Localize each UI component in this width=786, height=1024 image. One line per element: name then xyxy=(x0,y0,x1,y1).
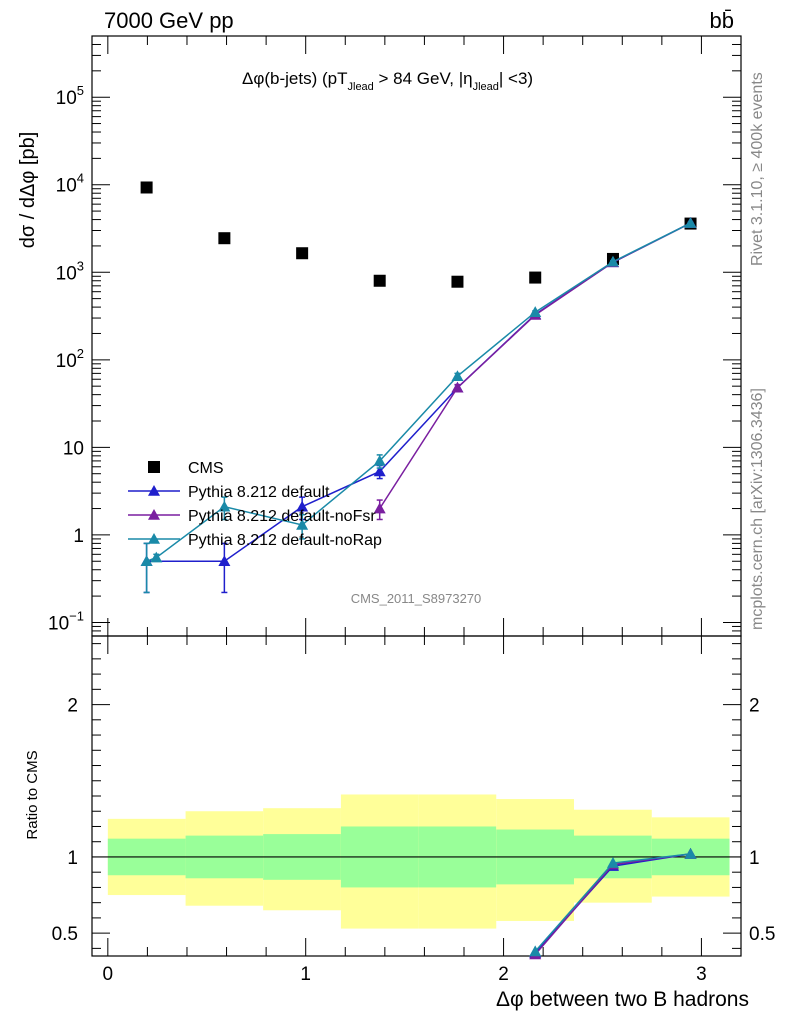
process-label: bb̄ xyxy=(710,8,734,33)
legend-label: CMS xyxy=(188,460,224,477)
series-pythia-8-212-default-nofsr xyxy=(373,217,697,521)
ratio-tick-label: 0.5 xyxy=(52,924,78,945)
ratio-tick-label-right: 0.5 xyxy=(749,924,775,945)
legend-marker xyxy=(148,533,160,544)
legend-label: Pythia 8.212 default xyxy=(188,484,330,501)
ratio-tick-label-right: 2 xyxy=(749,696,760,717)
series-point xyxy=(150,551,163,563)
cms-data-point xyxy=(296,247,309,260)
series-pythia-8-212-default-norap xyxy=(140,217,697,594)
series-point xyxy=(373,465,386,477)
mcplots-label: mcplots.cern.ch [arXiv:1306.3436] xyxy=(749,388,766,630)
title-part-c: | <3) xyxy=(499,69,533,88)
cms-data-point xyxy=(451,275,464,288)
y-tick-base: 10 xyxy=(56,176,77,197)
series-line xyxy=(379,222,691,509)
energy-label: 7000 GeV pp xyxy=(104,8,234,33)
series-point xyxy=(218,555,231,567)
y-tick-label: 104 xyxy=(56,171,84,197)
x-tick-label: 0 xyxy=(103,964,114,985)
ratio-tick-label-right: 1 xyxy=(749,848,760,869)
y-tick-label: 103 xyxy=(56,258,84,284)
y-tick-label: 10−1 xyxy=(48,608,84,634)
y-tick-label: 105 xyxy=(56,83,84,109)
series-point xyxy=(373,454,386,466)
legend-marker xyxy=(148,485,160,496)
y-tick-exponent: 2 xyxy=(77,346,84,361)
y-tick-base: 10 xyxy=(56,351,77,372)
y-tick-base: 10 xyxy=(56,263,77,284)
series-point xyxy=(451,381,464,393)
legend-label: Pythia 8.212 default-noRap xyxy=(188,532,382,549)
ratio-point xyxy=(606,857,619,868)
y-tick-exponent: 5 xyxy=(77,83,84,98)
series-point xyxy=(684,217,697,228)
ratio-tick-label: 1 xyxy=(67,848,78,869)
main-plot-title: Δφ(b-jets) (pTJlead > 84 GeV, |ηJlead| <… xyxy=(242,69,533,93)
cms-data-point xyxy=(529,271,542,284)
ratio-point xyxy=(529,945,542,957)
y-tick-base: 10 xyxy=(48,613,69,634)
x-tick-label: 3 xyxy=(696,964,707,985)
legend-label: Pythia 8.212 default-noFsr xyxy=(188,508,376,525)
cms-data-point xyxy=(140,181,153,194)
title-part-a: Δφ(b-jets) (pT xyxy=(242,69,348,88)
title-sub-2: Jlead xyxy=(473,81,499,93)
rivet-version-label: Rivet 3.1.10, ≥ 400k events xyxy=(749,72,766,266)
legend-marker xyxy=(148,461,160,473)
series-point xyxy=(451,370,464,381)
series-point xyxy=(140,555,153,567)
y-tick-label: 10 xyxy=(63,438,84,459)
ratio-tick-label: 2 xyxy=(67,696,78,717)
x-axis-label: Δφ between two B hadrons xyxy=(496,988,749,1011)
ratio-series xyxy=(529,847,697,960)
y-tick-label: 102 xyxy=(56,346,84,372)
series-point xyxy=(218,500,231,512)
y-tick-base: 10 xyxy=(56,88,77,109)
analysis-watermark: CMS_2011_S8973270 xyxy=(351,591,482,606)
cms-data-point xyxy=(373,274,386,287)
ratio-y-label: Ratio to CMS xyxy=(24,750,41,839)
cms-data-point xyxy=(218,232,231,245)
legend-marker xyxy=(148,509,160,520)
x-tick-label: 2 xyxy=(498,964,509,985)
title-part-b: > 84 GeV, |η xyxy=(374,69,473,88)
y-tick-exponent: −1 xyxy=(69,608,84,623)
y-tick-exponent: 3 xyxy=(77,258,84,273)
series-point xyxy=(296,500,309,512)
series-point xyxy=(296,518,309,530)
main-y-label: dσ / dΔφ [pb] xyxy=(17,132,39,249)
x-tick-label: 1 xyxy=(300,964,311,985)
y-tick-exponent: 4 xyxy=(77,171,84,186)
ratio-pythia-8-212-default-norap xyxy=(529,847,697,957)
ratio-uncertainty-bands xyxy=(107,794,730,929)
series-point xyxy=(606,255,619,267)
series-cms xyxy=(140,181,697,288)
ratio-y-axis: 0.5 0.5 1 1 2 2 xyxy=(52,643,775,949)
ratio-point xyxy=(684,847,697,859)
main-series xyxy=(140,181,697,594)
y-tick-label: 1 xyxy=(73,526,84,547)
series-point xyxy=(529,306,542,317)
x-axis: 0 1 2 3 xyxy=(103,36,742,985)
series-point xyxy=(373,502,386,514)
legend: CMS Pythia 8.212 default Pythia 8.212 defa… xyxy=(128,460,382,549)
title-sub-1: Jlead xyxy=(348,81,374,93)
